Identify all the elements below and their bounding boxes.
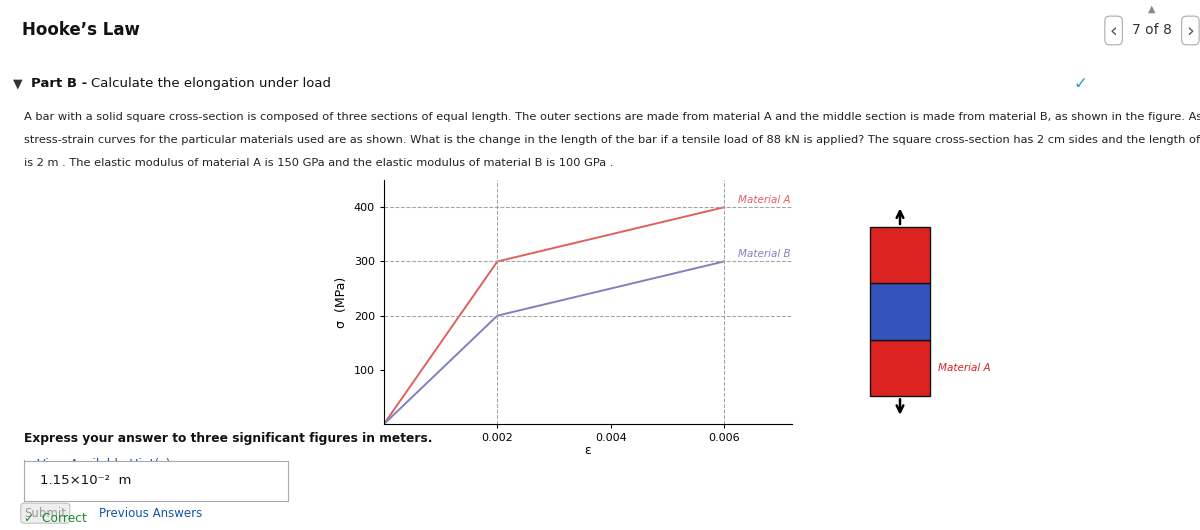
X-axis label: ε: ε <box>584 445 592 457</box>
Text: ✓: ✓ <box>1073 75 1087 92</box>
Text: ›: › <box>1187 21 1194 40</box>
Text: Previous Answers: Previous Answers <box>100 507 203 520</box>
Text: 1.15×10⁻²  m: 1.15×10⁻² m <box>40 474 132 488</box>
Text: Hooke’s Law: Hooke’s Law <box>22 22 139 39</box>
Bar <box>870 340 930 396</box>
Text: Express your answer to three significant figures in meters.: Express your answer to three significant… <box>24 432 433 446</box>
Text: stress-strain curves for the particular materials used are as shown. What is the: stress-strain curves for the particular … <box>24 135 1200 145</box>
Y-axis label: σ  (MPa): σ (MPa) <box>335 277 348 328</box>
Text: ‹: ‹ <box>1110 21 1117 40</box>
Text: Material B: Material B <box>738 249 791 259</box>
Text: A bar with a solid square cross-section is composed of three sections of equal l: A bar with a solid square cross-section … <box>24 112 1200 122</box>
Text: ▲: ▲ <box>1148 4 1156 13</box>
Text: 7 of 8: 7 of 8 <box>1132 23 1172 38</box>
Text: ✓  Correct: ✓ Correct <box>24 512 88 525</box>
Text: ▶ View Available Hint(s): ▶ View Available Hint(s) <box>24 458 170 471</box>
Text: ▼: ▼ <box>13 77 23 90</box>
Text: Material A: Material A <box>738 195 791 205</box>
Text: Material A: Material A <box>938 363 991 373</box>
Bar <box>870 284 930 340</box>
Text: Calculate the elongation under load: Calculate the elongation under load <box>90 77 330 90</box>
Text: Submit: Submit <box>24 507 66 520</box>
Bar <box>870 227 930 284</box>
Text: is 2 m . The elastic modulus of material A is 150 GPa and the elastic modulus of: is 2 m . The elastic modulus of material… <box>24 158 613 168</box>
Text: Part B -: Part B - <box>31 77 91 90</box>
